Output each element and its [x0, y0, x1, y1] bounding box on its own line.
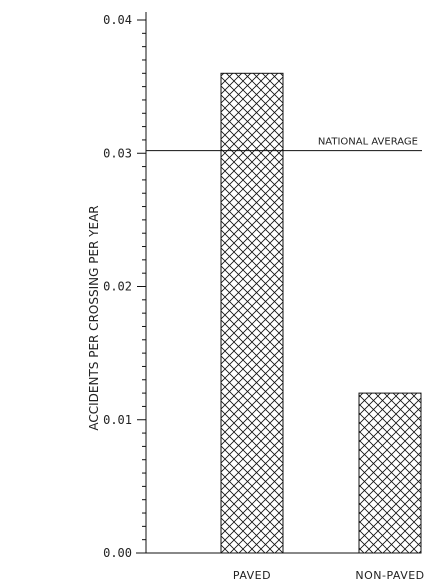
category-label: PAVED [233, 569, 271, 582]
bars-layer [220, 72, 422, 554]
bar-paved [220, 72, 284, 554]
y-tick-label: 0.02 [103, 280, 132, 294]
y-tick-label: 0.04 [103, 13, 132, 27]
y-ticks [137, 19, 146, 554]
y-axis-label: ACCIDENTS PER CROSSING PER YEAR [87, 205, 101, 430]
national-average-label: NATIONAL AVERAGE [318, 137, 418, 148]
category-labels: PAVED NON-PAVED [233, 569, 424, 582]
y-tick-label: 0.01 [103, 413, 132, 427]
y-tick-label: 0.00 [103, 546, 132, 560]
y-tick-label: 0.03 [103, 146, 132, 160]
bar-non-paved [358, 392, 422, 554]
y-tick-labels: 0.00 0.01 0.02 0.03 0.04 [103, 13, 132, 560]
category-label: NON-PAVED [355, 569, 424, 582]
